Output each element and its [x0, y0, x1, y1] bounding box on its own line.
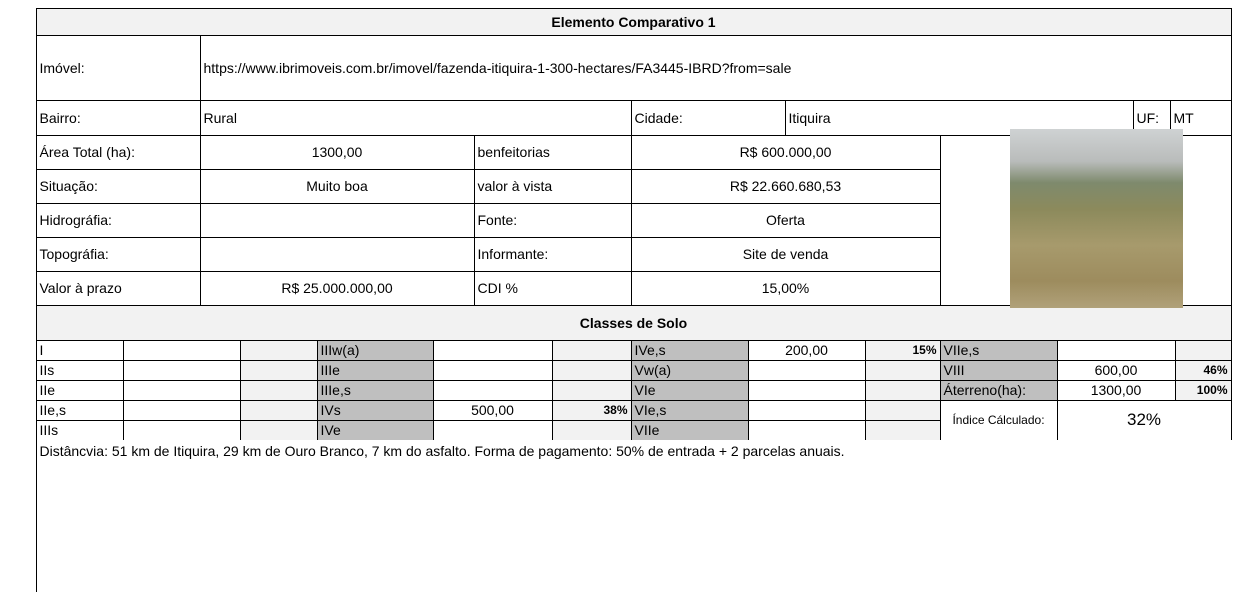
soil-class: IIIe,s [316, 379, 434, 401]
index-label: Índice Cálculado: [939, 399, 1058, 441]
soil-share [239, 379, 318, 401]
soil-area: 600,00 [1056, 359, 1176, 381]
title: Elemento Comparativo 1 [35, 7, 1232, 36]
soil-share [864, 379, 941, 401]
field-label: Topográfia: [35, 236, 201, 272]
field-label: Situação: [35, 168, 201, 204]
soil-class: VIe,s [630, 399, 749, 421]
soil-class: IVs [316, 399, 434, 421]
soil-class: IVe [316, 419, 434, 441]
soil-area [747, 359, 866, 381]
field-label: Informante: [473, 236, 632, 272]
soil-area [122, 419, 241, 441]
soil-share: 46% [1174, 359, 1232, 381]
soil-share [239, 399, 318, 421]
soil-share [551, 339, 632, 361]
soil-class: IIs [35, 359, 124, 381]
soil-area [747, 379, 866, 401]
soil-class: IIe [35, 379, 124, 401]
field-value: Oferta [630, 202, 941, 238]
soil-class: Áterreno(ha): [939, 379, 1058, 401]
soil-class: IIIs [35, 419, 124, 441]
field-value: R$ 25.000.000,00 [199, 270, 475, 306]
soil-share [551, 379, 632, 401]
soil-area [122, 399, 241, 421]
soil-area: 1300,00 [1056, 379, 1176, 401]
field-value: 1300,00 [199, 134, 475, 170]
field-label: Hidrográfia: [35, 202, 201, 238]
field-value [199, 236, 475, 272]
soil-share [239, 359, 318, 381]
soil-share [239, 339, 318, 361]
field-label: Área Total (ha): [35, 134, 201, 170]
field-value: Rural [199, 99, 632, 136]
soil-class: IIe,s [35, 399, 124, 421]
soil-share [239, 419, 318, 441]
note: Distâncvia: 51 km de Itiquira, 29 km de … [35, 439, 1232, 592]
section-title: Classes de Solo [35, 304, 1232, 341]
soil-class: Vw(a) [630, 359, 749, 381]
soil-class: VIIe [630, 419, 749, 441]
soil-share [864, 359, 941, 381]
soil-area [1056, 339, 1176, 361]
field-label: benfeitorias [473, 134, 632, 170]
field-label: Valor à prazo [35, 270, 201, 306]
field-value: R$ 22.660.680,53 [630, 168, 941, 204]
soil-area [747, 399, 866, 421]
soil-area: 500,00 [432, 399, 553, 421]
soil-area [747, 419, 866, 441]
soil-area [122, 359, 241, 381]
field-value: Muito boa [199, 168, 475, 204]
soil-class: IIIw(a) [316, 339, 434, 361]
field-label: valor à vista [473, 168, 632, 204]
soil-class: VIe [630, 379, 749, 401]
field-value: R$ 600.000,00 [630, 134, 941, 170]
soil-area [432, 359, 553, 381]
soil-area [122, 379, 241, 401]
soil-class: VIIe,s [939, 339, 1058, 361]
field-label: Cidade: [630, 99, 786, 136]
soil-share [1174, 339, 1232, 361]
field-label: Imóvel: [35, 34, 201, 101]
field-value: Site de venda [630, 236, 941, 272]
property-photo [1010, 129, 1183, 308]
field-value: 15,00% [630, 270, 941, 306]
soil-share [551, 419, 632, 441]
soil-area [432, 419, 553, 441]
field-value [199, 202, 475, 238]
field-value: Itiquira [784, 99, 1134, 136]
index-value: 32% [1056, 399, 1232, 441]
soil-area [432, 379, 553, 401]
field-label: CDI % [473, 270, 632, 306]
soil-share [864, 399, 941, 421]
soil-class: IIIe [316, 359, 434, 381]
field-label: Bairro: [35, 99, 201, 136]
soil-share [864, 419, 941, 441]
soil-class: I [35, 339, 124, 361]
soil-area [432, 339, 553, 361]
soil-area: 200,00 [747, 339, 866, 361]
soil-class: VIII [939, 359, 1058, 381]
soil-share [551, 359, 632, 381]
field-value: https://www.ibrimoveis.com.br/imovel/faz… [199, 34, 1232, 101]
soil-share: 100% [1174, 379, 1232, 401]
soil-area [122, 339, 241, 361]
field-label: Fonte: [473, 202, 632, 238]
soil-share: 38% [551, 399, 632, 421]
soil-share: 15% [864, 339, 941, 361]
soil-class: IVe,s [630, 339, 749, 361]
